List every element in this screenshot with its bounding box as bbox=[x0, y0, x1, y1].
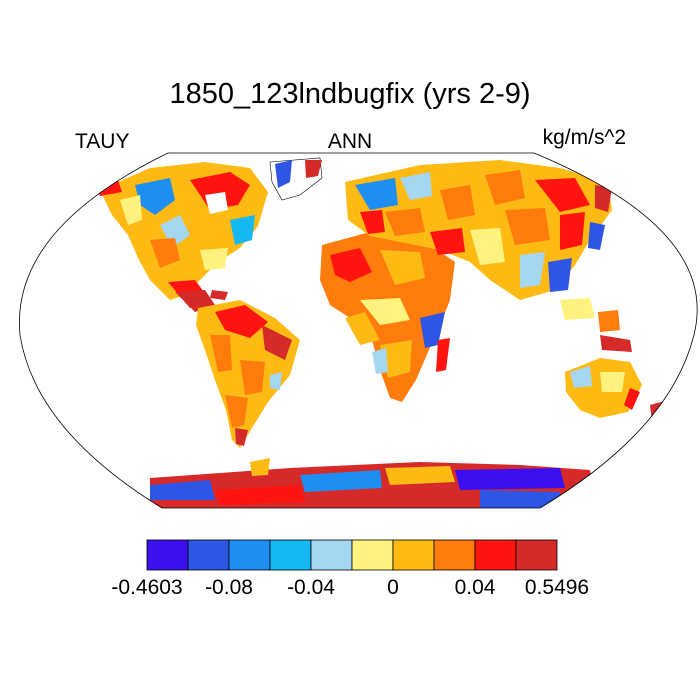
land-field bbox=[95, 157, 668, 508]
australia-region bbox=[565, 358, 668, 422]
season-label: ANN bbox=[327, 130, 373, 153]
africa-region bbox=[320, 232, 455, 402]
colorbar-swatch bbox=[310, 539, 353, 571]
colorbar-swatch bbox=[187, 539, 230, 571]
greenland-region bbox=[269, 157, 323, 201]
colorbar-swatch bbox=[474, 539, 517, 571]
colorbar-swatch bbox=[146, 539, 189, 571]
globe-outline bbox=[19, 152, 698, 509]
colorbar-tick-label: 0.04 bbox=[454, 576, 496, 599]
colorbar-tick-label: -0.4603 bbox=[111, 576, 183, 599]
colorbar-swatch bbox=[392, 539, 435, 571]
units-label: kg/m/s^2 bbox=[542, 126, 626, 149]
north-america-region bbox=[95, 162, 268, 312]
colorbar-swatch bbox=[269, 539, 312, 571]
eurasia-region bbox=[345, 160, 612, 300]
colorbar-swatch bbox=[515, 539, 558, 571]
antarctica-region bbox=[150, 458, 596, 508]
south-america-region bbox=[196, 300, 300, 448]
variable-label: TAUY bbox=[75, 130, 130, 153]
colorbar-swatch bbox=[351, 539, 394, 571]
colorbar-tick-label: 0.5496 bbox=[524, 576, 590, 599]
colorbar-tick-label: -0.08 bbox=[205, 576, 253, 599]
plot-title: 1850_123lndbugfix (yrs 2-9) bbox=[169, 78, 531, 110]
colorbar-swatch bbox=[228, 539, 271, 571]
colorbar-swatch bbox=[433, 539, 476, 571]
southeast-asia-region bbox=[560, 298, 632, 352]
colorbar-tick-label: -0.04 bbox=[287, 576, 335, 599]
colorbar-tick-label: 0 bbox=[387, 576, 399, 599]
colorbar bbox=[146, 539, 558, 571]
